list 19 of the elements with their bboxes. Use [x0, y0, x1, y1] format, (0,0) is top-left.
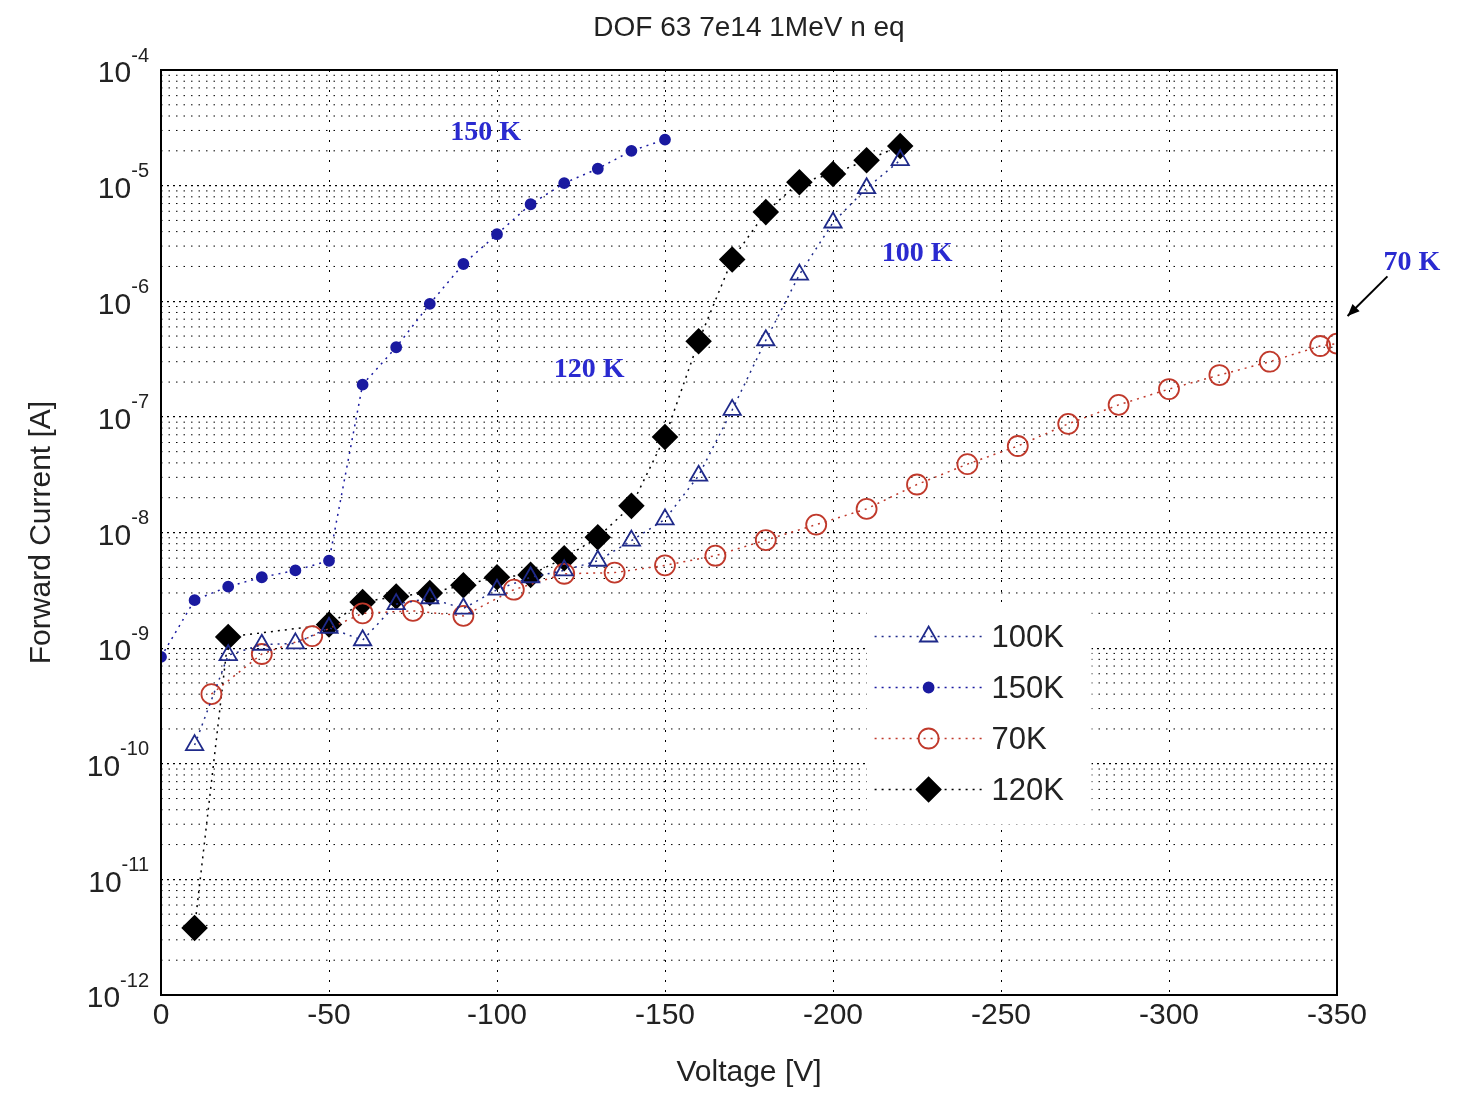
- chart-title: DOF 63 7e14 1MeV n eq: [593, 10, 905, 42]
- x-tick-label: 0: [152, 997, 170, 1031]
- x-tick-label: -250: [970, 997, 1032, 1031]
- legend-label: 100K: [991, 619, 1065, 655]
- y-axis-title: Forward Current [A]: [23, 400, 57, 665]
- x-tick-label: -300: [1138, 997, 1200, 1031]
- annotation: 100 K: [881, 236, 953, 268]
- text: 70 K: [1383, 244, 1441, 276]
- legend-label: 120K: [991, 772, 1065, 808]
- x-tick-label: -100: [466, 997, 528, 1031]
- annotation: 120 K: [553, 351, 625, 383]
- x-tick-label: -50: [307, 997, 351, 1031]
- x-tick-label: -350: [1306, 997, 1368, 1031]
- legend-label: 150K: [991, 670, 1065, 706]
- x-tick-label: -150: [634, 997, 696, 1031]
- annotation: 150 K: [450, 115, 522, 147]
- x-axis-title: Voltage [V]: [676, 1054, 822, 1088]
- legend-label: 70K: [991, 721, 1048, 757]
- x-tick-label: -200: [802, 997, 864, 1031]
